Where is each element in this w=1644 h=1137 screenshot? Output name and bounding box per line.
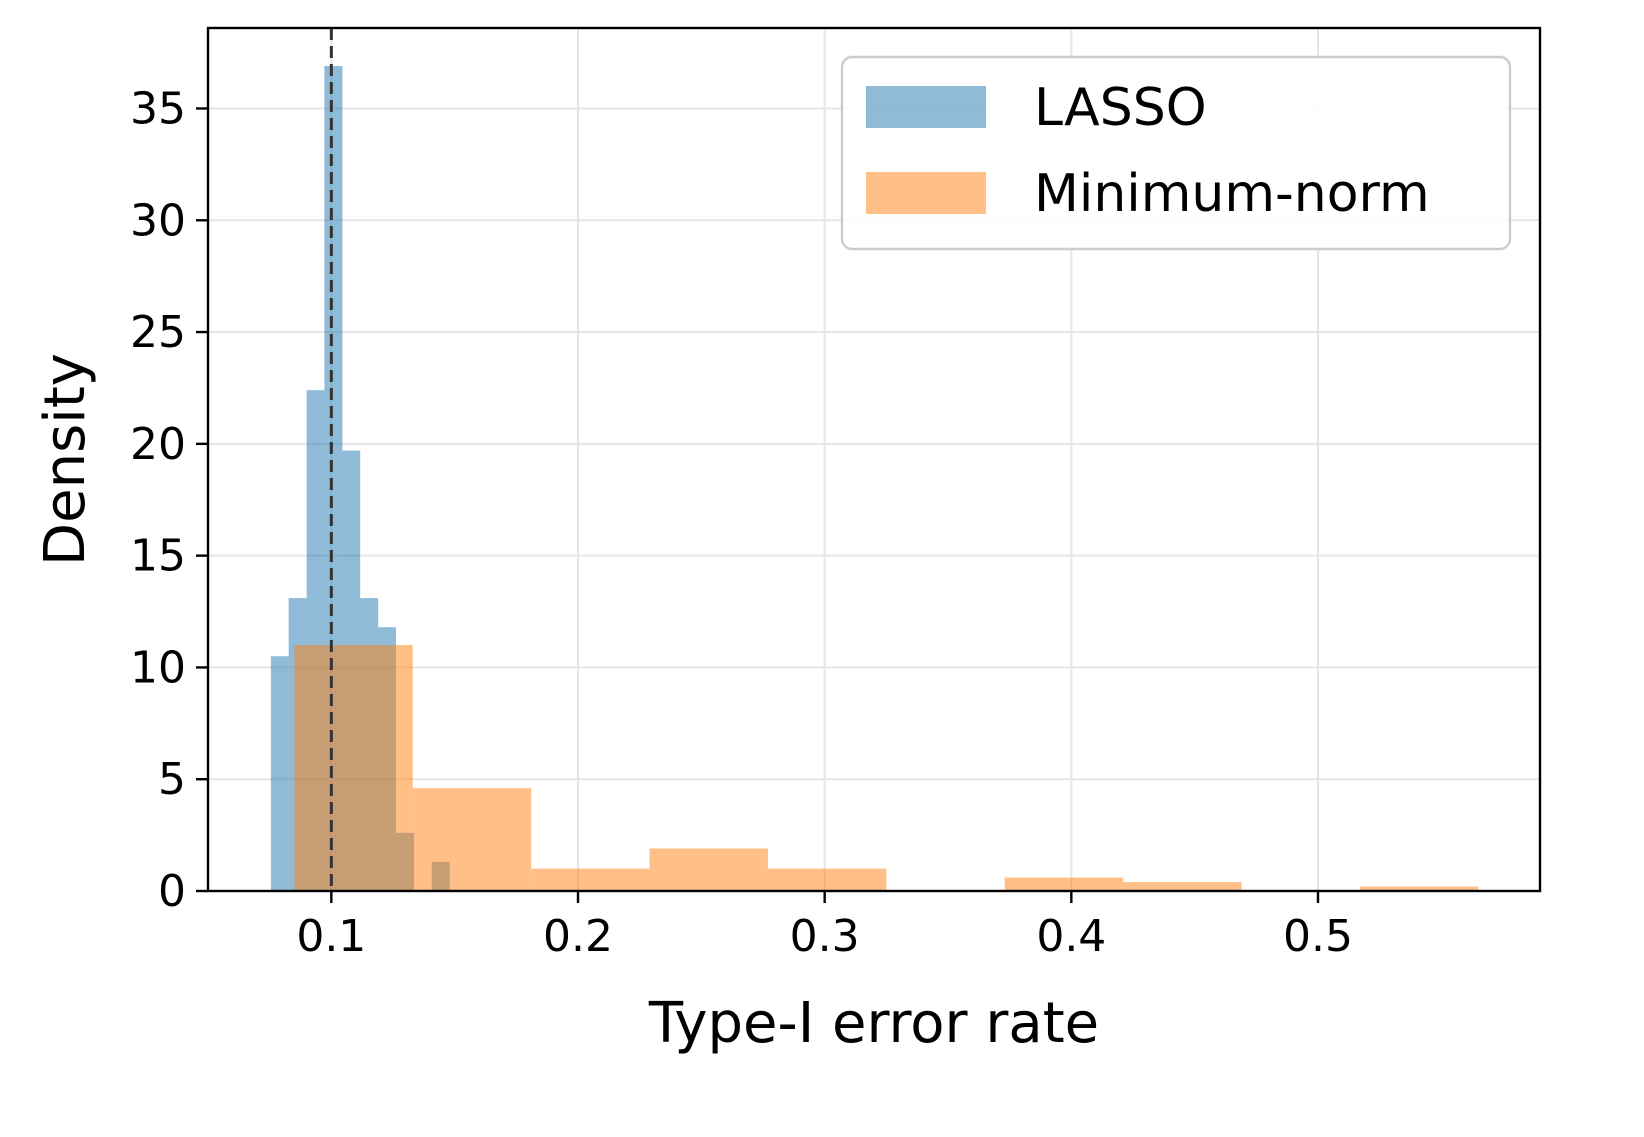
x-tick-label-1: 0.2	[543, 911, 613, 962]
y-tick-label-7: 35	[130, 83, 186, 134]
x-tick-label-3: 0.4	[1036, 911, 1106, 962]
y-tick-label-0: 0	[158, 866, 186, 917]
bar-minimum-norm-6	[1004, 877, 1124, 891]
plot-frame	[206, 26, 1542, 893]
bar-minimum-norm-1	[412, 788, 532, 891]
y-axis-label: Density	[33, 353, 98, 566]
bar-minimum-norm-3	[649, 848, 768, 891]
bar-minimum-norm-7	[1123, 882, 1242, 891]
y-tick-label-6: 30	[130, 195, 186, 246]
bar-minimum-norm-9	[1359, 886, 1479, 891]
y-tick-label-5: 25	[130, 307, 186, 358]
x-tick-label-4: 0.5	[1283, 911, 1353, 962]
bar-minimum-norm-0	[294, 645, 413, 891]
bar-minimum-norm-2	[531, 868, 650, 891]
y-tick-label-4: 20	[130, 419, 186, 470]
legend-label-lasso: LASSO	[1034, 78, 1207, 138]
bar-minimum-norm-4	[767, 868, 887, 891]
legend-swatch-minimum-norm	[866, 172, 986, 214]
x-axis-label: Type-I error rate	[648, 991, 1099, 1056]
legend-swatch-lasso	[866, 86, 986, 128]
legend-box	[840, 55, 1512, 251]
y-tick-label-3: 15	[130, 531, 186, 582]
grid	[208, 28, 1540, 892]
y-tick-label-1: 5	[158, 754, 186, 805]
legend-label-minimum-norm: Minimum-norm	[1034, 164, 1430, 224]
x-tick-label-2: 0.3	[790, 911, 860, 962]
x-tick-label-0: 0.1	[296, 911, 366, 962]
axis-ticks: 0.1 0.2 0.3 0.4 0.5 0 5 10 15 20 25 30 35	[130, 83, 1353, 962]
histogram-bars	[270, 66, 1479, 892]
y-tick-label-2: 10	[130, 642, 186, 693]
bar-lasso-0	[270, 656, 289, 891]
legend: LASSO Minimum-norm	[840, 55, 1512, 251]
